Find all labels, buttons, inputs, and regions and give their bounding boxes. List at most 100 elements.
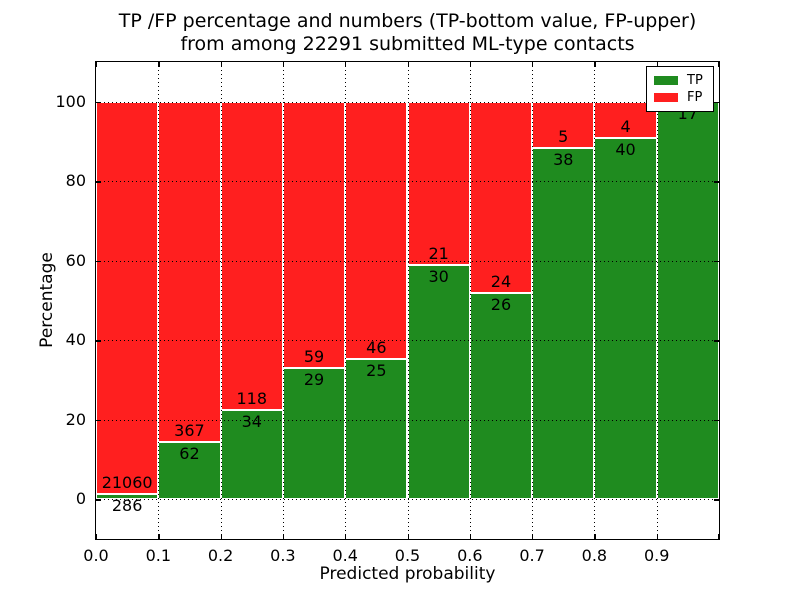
legend-box: TP FP [646,66,714,112]
x-tick-label: 0.2 [207,546,234,565]
bar-count-label-tp: 25 [366,361,387,381]
bar-segment-tp [282,368,346,500]
x-axis-label: Predicted probability [319,564,496,584]
x-tick-mark [594,534,596,539]
y-tick-mark [96,340,101,342]
bar-segment-tp [158,441,221,500]
bar-segment-tp [656,101,719,500]
x-tick-mark [656,534,658,539]
x-tick-mark [469,534,472,539]
x-tick-mark [407,534,409,539]
bar-count-label-fp: 59 [303,347,325,367]
x-tick-label: 0.0 [83,546,109,565]
y-tick-mark [96,419,101,422]
tp-color-swatch [654,75,678,85]
bar-segment-tp [532,147,595,500]
y-tick-label: 60 [65,250,86,270]
x-tick-label: 0.7 [519,546,545,565]
bar-count-label-fp: 24 [490,271,512,291]
chart-title-line1: TP /FP percentage and numbers (TP-bottom… [118,10,697,32]
x-tick-label: 0.5 [394,546,421,565]
x-tick-mark [407,62,409,67]
legend-item-tp: TP [654,74,706,87]
x-tick-mark [282,534,285,539]
bar-count-label-tp: 29 [303,370,325,390]
bar-count-label-tp: 40 [615,139,636,159]
bar-count-label-tp: 26 [490,294,512,314]
fp-color-swatch [654,93,678,103]
bar-count-label-tp: 286 [111,495,143,515]
vertical-gridline [345,62,347,539]
x-tick-mark [158,534,160,539]
plot-area: 21060 286 367 62 118 34 59 29 46 25 21 30 24 26 5 38 4 40… [55,60,720,565]
x-tick-mark [282,62,285,67]
bar-segment-fp [158,101,221,442]
chart-title-line2: from among 22291 submitted ML-type conta… [180,33,635,55]
bar-segment-fp [345,101,408,360]
x-tick-label: 0.3 [270,546,296,565]
vertical-gridline [158,62,160,539]
x-tick-mark [532,62,534,67]
y-tick-mark [96,499,101,501]
x-tick-label: 0.6 [457,546,483,565]
x-tick-mark [158,62,160,67]
x-tick-mark [96,534,98,539]
bar-count-label-tp: 30 [428,267,449,287]
x-tick-label: 0.1 [145,546,172,565]
bar-segment-tp [96,493,159,500]
bar-count-label-fp: 5 [558,126,569,146]
x-tick-mark [656,62,658,67]
bar-count-label-tp: 62 [179,443,200,463]
x-tick-mark [594,62,596,67]
y-tick-mark [714,260,719,263]
y-tick-mark [714,499,719,501]
x-tick-mark [345,534,347,539]
bar-segment-fp [469,101,533,293]
x-tick-mark [532,534,534,539]
x-tick-mark [220,534,222,539]
y-axis-label: Percentage [37,252,57,348]
bar-segment-tp [407,265,470,500]
y-tick-label: 40 [65,330,86,350]
bar-count-label-fp: 4 [620,116,631,136]
y-tick-mark [714,419,719,422]
vertical-gridline [532,62,534,539]
legend-item-fp: FP [654,91,706,104]
x-tick-mark [345,62,347,67]
x-tick-label: 0.4 [332,546,358,565]
legend-label-tp: TP [687,72,703,88]
bar-count-label-tp: 38 [553,149,574,169]
bar-segment-tp [594,137,657,500]
x-tick-mark [220,62,222,67]
bar-segment-fp [96,101,159,494]
bar-segment-fp [220,101,283,411]
bar-segment-fp [282,101,346,369]
bar-count-label-fp: 21 [428,244,449,264]
y-tick-label: 100 [55,91,86,111]
y-tick-mark [714,340,719,342]
x-tick-label: 0.9 [643,546,670,565]
bar-segment-tp [469,292,533,500]
y-tick-mark [96,181,101,183]
x-tick-mark [469,62,472,67]
x-tick-mark [717,534,719,539]
y-tick-label: 20 [65,409,86,429]
legend-label-fp: FP [687,90,703,106]
x-tick-mark [96,62,98,67]
x-tick-label: 0.8 [581,546,608,565]
bar-count-label-fp: 46 [366,338,387,358]
y-tick-mark [96,101,101,104]
vertical-gridline [594,62,596,539]
y-tick-mark [96,260,101,263]
vertical-gridline [656,62,658,539]
vertical-gridline [469,62,471,539]
y-tick-label: 0 [75,489,86,509]
y-tick-mark [714,181,719,183]
x-tick-mark [717,62,719,67]
vertical-gridline [282,62,284,539]
y-tick-mark [714,101,719,104]
vertical-gridline [220,62,222,539]
y-tick-label: 80 [65,171,86,191]
bar-count-label-tp: 34 [241,412,262,432]
